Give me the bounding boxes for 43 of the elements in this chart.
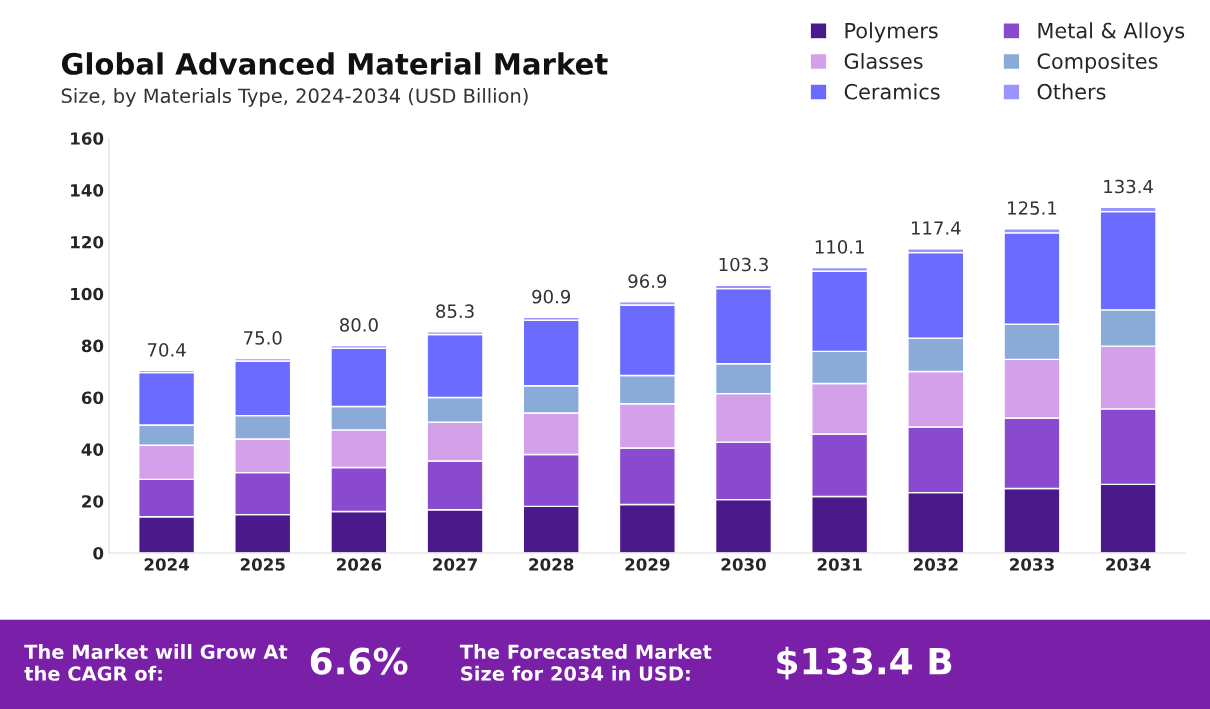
text: The Forecasted Market Size for 2034 in USD: [459, 644, 712, 681]
chart-title: Global Advanced Material Market [61, 52, 608, 75]
x-tick-label: 2032 [913, 558, 958, 571]
x-tick-label: 2028 [529, 558, 574, 571]
x-tick-label: 2027 [433, 558, 477, 571]
x-tick-label: 2024 [144, 558, 190, 571]
legend-label: Others [1037, 83, 1106, 100]
total-label: 75.0 [244, 331, 282, 345]
total-label: 90.9 [532, 289, 571, 304]
total-label: 85.3 [436, 304, 474, 319]
text: $133.4 B [777, 646, 952, 680]
total-label: 80.0 [340, 318, 378, 332]
text: The Market will Grow At the CAGR of: [24, 644, 288, 681]
total-label: 110.1 [815, 240, 864, 254]
y-tick-label: 40 [81, 443, 104, 456]
y-tick-label: 100 [71, 287, 104, 301]
y-tick-label: 80 [81, 339, 104, 353]
legend-label: Metal & Alloys [1038, 22, 1185, 43]
x-tick-label: 2034 [1106, 558, 1151, 571]
total-label: 96.9 [628, 274, 667, 288]
text: 6.6% [310, 647, 408, 675]
x-tick-label: 2030 [721, 558, 766, 571]
total-label: 117.4 [911, 221, 961, 235]
y-tick-label: 20 [82, 495, 104, 508]
x-tick-label: 2025 [240, 558, 285, 571]
total-label: 133.4 [1104, 179, 1153, 194]
y-tick-label: 60 [81, 391, 104, 405]
legend-label: Composites [1037, 52, 1158, 74]
x-tick-label: 2033 [1010, 558, 1054, 571]
legend-label: Glasses [844, 52, 923, 69]
x-tick-label: 2029 [625, 558, 670, 571]
total-label: 103.3 [719, 257, 768, 272]
chart-subtitle: Size, by Materials Type, 2024-2034 (USD Billion) [61, 88, 528, 107]
y-tick-label: 160 [71, 132, 104, 145]
legend-label: Ceramics [844, 83, 940, 100]
total-label: 125.1 [1008, 201, 1057, 215]
y-tick-label: 0 [93, 546, 104, 560]
y-tick-label: 120 [71, 235, 104, 249]
x-tick-label: 2026 [337, 558, 382, 571]
y-tick-label: 140 [71, 184, 104, 197]
x-tick-label: 2031 [817, 558, 862, 571]
legend-label: Polymers [845, 22, 938, 43]
total-label: 70.4 [147, 343, 186, 357]
